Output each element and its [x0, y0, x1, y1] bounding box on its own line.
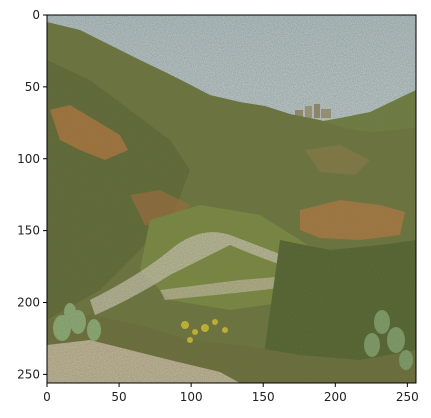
- axes-frame: [46, 14, 417, 384]
- y-tick-label: 250: [17, 367, 40, 381]
- y-tick-label: 100: [17, 152, 40, 166]
- landscape-photo: [47, 15, 416, 383]
- y-tick-label: 50: [25, 80, 40, 94]
- x-tick-label: 0: [43, 390, 51, 404]
- x-tick-label: 200: [324, 390, 347, 404]
- y-tick-label: 200: [17, 296, 40, 310]
- y-axis: 0 50 100 150 200 250: [17, 8, 47, 381]
- y-tick-label: 150: [17, 224, 40, 238]
- y-tick-label: 0: [32, 8, 40, 22]
- x-tick-label: 50: [111, 390, 126, 404]
- x-tick-label: 100: [180, 390, 203, 404]
- foliage-texture: [47, 15, 416, 383]
- x-axis: 0 50 100 150 200 250: [43, 383, 419, 404]
- x-tick-label: 150: [252, 390, 275, 404]
- x-tick-label: 250: [396, 390, 419, 404]
